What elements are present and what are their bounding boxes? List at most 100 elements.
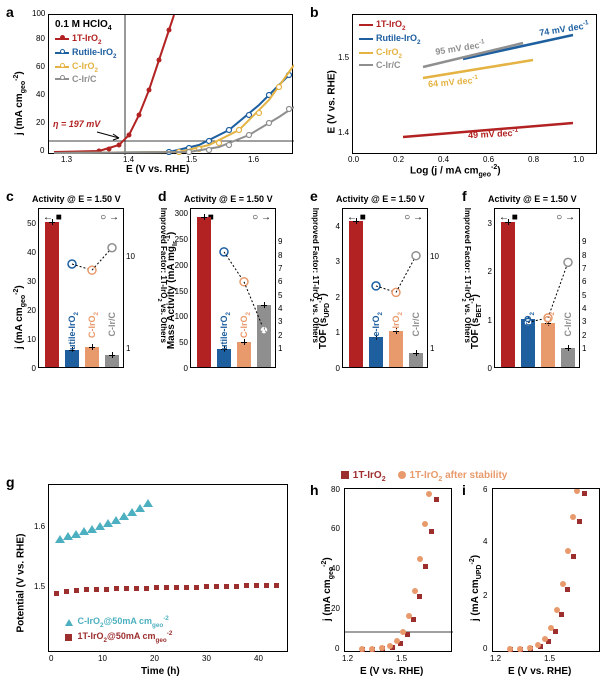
panel_f-label: f bbox=[462, 188, 467, 204]
tick: 1.0 bbox=[573, 155, 584, 164]
tick: 20 bbox=[150, 654, 159, 663]
tick: 80 bbox=[36, 34, 45, 43]
tick: 1.5 bbox=[338, 53, 349, 62]
tick: 1.4 bbox=[338, 128, 349, 137]
panel-a-ylabel: j (mA cmgeo-2) bbox=[13, 35, 27, 135]
tick: 4 bbox=[278, 304, 282, 313]
panel-h-chart bbox=[344, 488, 452, 652]
tick: 0 bbox=[476, 364, 492, 373]
cat-3: C-Ir/C bbox=[411, 312, 421, 372]
panel-g: g C-IrO2@50mA cmgeo-2 bbox=[6, 476, 296, 682]
tick: 60 bbox=[36, 62, 45, 71]
tick: 10 bbox=[98, 654, 107, 663]
tick: 3 bbox=[476, 219, 492, 228]
tick: 0.0 bbox=[348, 155, 359, 164]
tick: 10 bbox=[430, 252, 439, 261]
cat-2: C-IrO2 bbox=[87, 312, 100, 372]
panel-i-curves bbox=[493, 489, 601, 653]
panel-g-xlabel: Time (h) bbox=[141, 666, 180, 677]
tick: 6 bbox=[582, 277, 586, 286]
panel_d: dActivity @ E = 1.50 V← ■○ →050100150200… bbox=[158, 190, 306, 470]
panel_c-title: Activity @ E = 1.50 V bbox=[32, 194, 121, 204]
panel_e-ylabel: TOF (sUPD-1) bbox=[317, 229, 331, 349]
panel-b-chart: 1T-IrO2 Rutile-IrO2 C-IrO2 C-Ir/C 49 mV … bbox=[352, 14, 597, 154]
cat-0: 1T-IrO2 bbox=[199, 312, 212, 372]
panel-b-label: b bbox=[310, 4, 319, 20]
tick: 9 bbox=[278, 237, 282, 246]
cat-0: 1T-IrO2 bbox=[47, 312, 60, 372]
tick: 1.5 bbox=[186, 155, 197, 164]
tick: 1.2 bbox=[490, 654, 501, 663]
panel-b: b 1T-IrO2 Rutile-IrO2 C-IrO2 C-Ir/C 49 m… bbox=[310, 6, 605, 176]
panel-g-ylabel: Potential (V vs. RHE) bbox=[16, 503, 27, 633]
tick: 2 bbox=[278, 331, 282, 340]
tick: 60 bbox=[331, 524, 340, 533]
tick: 8 bbox=[582, 251, 586, 260]
tick: 300 bbox=[172, 209, 188, 218]
tick: 1 bbox=[430, 344, 434, 353]
cat-3: C-Ir/C bbox=[107, 312, 117, 372]
tick: 10 bbox=[126, 252, 135, 261]
tick: 1.3 bbox=[61, 155, 72, 164]
panel_d-label: d bbox=[158, 188, 167, 204]
panel-a: a 0.1 M HClO4 1T-IrO2 Rutile-IrO2 C-IrO2… bbox=[6, 6, 301, 176]
tick: 3 bbox=[582, 317, 586, 326]
tick: 50 bbox=[20, 219, 36, 228]
panel-i: i j (mA cmUPD-2) E (V vs. RHE) 0 2 4 6 1… bbox=[462, 484, 607, 682]
cat-3: C-Ir/C bbox=[259, 312, 269, 372]
tick: 0 bbox=[49, 654, 53, 663]
legend-ciro2: C-IrO2 bbox=[359, 47, 421, 60]
panel_d-title: Activity @ E = 1.50 V bbox=[184, 194, 273, 204]
panel-a-xlabel: E (V vs. RHE) bbox=[126, 164, 189, 175]
tick: 0.2 bbox=[393, 155, 404, 164]
panel-a-curves bbox=[49, 15, 294, 155]
tick: 1.6 bbox=[248, 155, 259, 164]
panel-h-curves bbox=[345, 489, 453, 653]
tick: 40 bbox=[331, 564, 340, 573]
panel_c-ylabel: j (mA cmgeo-2) bbox=[13, 229, 27, 349]
panel-b-legend: 1T-IrO2 Rutile-IrO2 C-IrO2 C-Ir/C bbox=[359, 19, 421, 71]
g-legend-ciro2: C-IrO2@50mA cmgeo-2 bbox=[63, 615, 172, 629]
cat-1: Rutile-IrO2 bbox=[371, 312, 384, 372]
tick: 3 bbox=[278, 317, 282, 326]
tick: 5 bbox=[278, 291, 282, 300]
tick: 30 bbox=[202, 654, 211, 663]
tick: 5 bbox=[582, 291, 586, 300]
panel-i-label: i bbox=[462, 482, 466, 498]
panel-h-xlabel: E (V vs. RHE) bbox=[360, 666, 423, 677]
tick: 7 bbox=[582, 264, 586, 273]
tick: 1.4 bbox=[123, 155, 134, 164]
cat-1: Rutile-IrO2 bbox=[219, 312, 232, 372]
tick: 20 bbox=[331, 604, 340, 613]
panel_c-label: c bbox=[6, 188, 14, 204]
tick: 7 bbox=[278, 264, 282, 273]
panel-i-chart bbox=[492, 488, 600, 652]
tick: 2 bbox=[582, 331, 586, 340]
tick: 0 bbox=[324, 364, 340, 373]
cat-2: C-IrO2 bbox=[391, 312, 404, 372]
tick: 40 bbox=[254, 654, 263, 663]
cat-1: Rutile-IrO2 bbox=[67, 312, 80, 372]
panel-i-xlabel: E (V vs. RHE) bbox=[508, 666, 571, 677]
panel_f: fActivity @ E = 1.50 V← ■○ →012312345678… bbox=[462, 190, 610, 470]
tick: 1.5 bbox=[396, 654, 407, 663]
legend-circ: C-Ir/C bbox=[359, 60, 421, 70]
panel_d-ylabel: Mass Activity (mA mgIr-1) bbox=[165, 229, 179, 349]
tick: 2 bbox=[483, 591, 487, 600]
tick: 9 bbox=[582, 237, 586, 246]
panel-a-annotation: η = 197 mV bbox=[53, 119, 100, 129]
hi-legend: 1T-IrO2 1T-IrO2 after stability bbox=[340, 470, 507, 483]
panel-g-chart: C-IrO2@50mA cmgeo-2 1T-IrO2@50mA cmgeo-2 bbox=[48, 484, 288, 652]
tick: 1 bbox=[126, 344, 130, 353]
tick: 1 bbox=[582, 344, 586, 353]
panel-g-legend: C-IrO2@50mA cmgeo-2 1T-IrO2@50mA cmgeo-2 bbox=[63, 615, 172, 645]
tick: 0 bbox=[483, 644, 487, 653]
panel-a-chart: 0.1 M HClO4 1T-IrO2 Rutile-IrO2 C-IrO2 C… bbox=[48, 14, 293, 154]
tick: 4 bbox=[582, 304, 586, 313]
panel_f-ylabel: TOF (sBET-1) bbox=[469, 229, 483, 349]
tick: 1.2 bbox=[342, 654, 353, 663]
tick: 8 bbox=[278, 251, 282, 260]
tick: 40 bbox=[36, 90, 45, 99]
tick: 1.5 bbox=[544, 654, 555, 663]
tick: 0.8 bbox=[528, 155, 539, 164]
